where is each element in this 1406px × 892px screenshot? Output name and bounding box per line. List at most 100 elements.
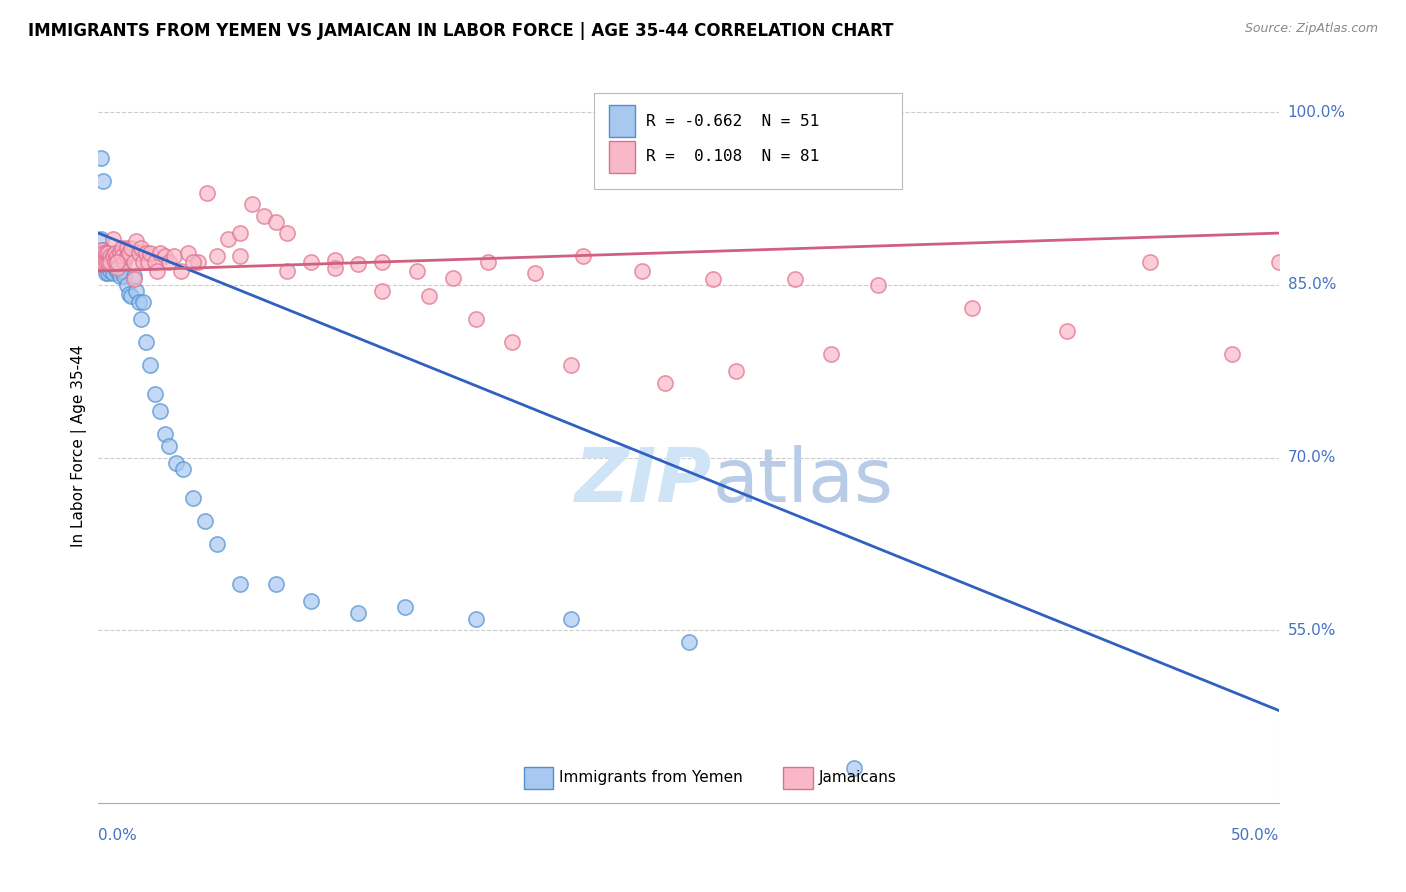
Point — [146, 264, 169, 278]
Point — [229, 577, 252, 591]
Point — [654, 376, 676, 390]
Point — [104, 255, 127, 269]
Point — [153, 249, 176, 263]
Point — [229, 249, 252, 263]
Point — [122, 272, 145, 286]
Point — [91, 245, 114, 260]
Point — [187, 255, 209, 269]
Point — [91, 244, 114, 258]
Point — [678, 634, 700, 648]
Point — [253, 209, 276, 223]
Text: Source: ZipAtlas.com: Source: ZipAtlas.com — [1244, 22, 1378, 36]
Point — [136, 255, 159, 269]
Point — [866, 277, 889, 292]
Text: atlas: atlas — [713, 445, 894, 518]
Point — [177, 245, 200, 260]
Point — [630, 264, 652, 278]
Point — [501, 335, 523, 350]
Point — [132, 255, 155, 269]
Bar — [609, 105, 634, 137]
Text: IMMIGRANTS FROM YEMEN VS JAMAICAN IN LABOR FORCE | AGE 35-44 CORRELATION CHART: IMMIGRANTS FROM YEMEN VS JAMAICAN IN LAB… — [28, 22, 894, 40]
Point — [725, 364, 748, 378]
Point — [205, 537, 228, 551]
Point — [571, 249, 593, 263]
Point — [104, 245, 127, 260]
Text: 55.0%: 55.0% — [1288, 623, 1336, 638]
Point — [276, 264, 298, 278]
Point — [217, 232, 239, 246]
Point — [90, 244, 112, 258]
Point — [105, 252, 128, 267]
Point — [98, 255, 121, 269]
Point — [465, 312, 488, 326]
Point — [91, 174, 114, 188]
Text: ZIP: ZIP — [575, 445, 713, 518]
Point — [143, 387, 166, 401]
Point — [139, 245, 162, 260]
Point — [157, 255, 180, 269]
Text: 85.0%: 85.0% — [1288, 277, 1336, 293]
Point — [111, 241, 134, 255]
Text: R =  0.108  N = 81: R = 0.108 N = 81 — [647, 150, 820, 164]
Point — [121, 241, 143, 255]
Point — [406, 264, 429, 278]
Point — [560, 359, 582, 373]
Point — [418, 289, 440, 303]
Point — [264, 577, 287, 591]
Point — [205, 249, 228, 263]
Point — [97, 255, 120, 269]
Point — [323, 252, 346, 267]
Point — [194, 514, 217, 528]
Point — [122, 255, 145, 269]
Point — [129, 241, 152, 255]
Point — [524, 266, 547, 280]
Point — [112, 255, 135, 269]
Point — [149, 245, 172, 260]
Point — [94, 255, 117, 269]
Point — [323, 260, 346, 275]
Point — [394, 600, 416, 615]
Point — [98, 255, 121, 269]
Point — [195, 186, 218, 200]
Y-axis label: In Labor Force | Age 35-44: In Labor Force | Age 35-44 — [72, 345, 87, 547]
Text: 50.0%: 50.0% — [1232, 828, 1279, 843]
Point — [172, 462, 194, 476]
Point — [135, 335, 157, 350]
Point — [962, 301, 984, 315]
Point — [181, 255, 204, 269]
Point — [98, 264, 121, 278]
Point — [264, 214, 287, 228]
Point — [441, 271, 464, 285]
Point — [181, 491, 204, 505]
Text: R = -0.662  N = 51: R = -0.662 N = 51 — [647, 114, 820, 128]
Point — [112, 268, 135, 283]
Text: 70.0%: 70.0% — [1288, 450, 1336, 465]
Point — [165, 456, 187, 470]
Point — [105, 255, 128, 269]
Text: 0.0%: 0.0% — [98, 828, 138, 843]
Point — [149, 404, 172, 418]
Point — [111, 249, 134, 263]
Point — [108, 245, 131, 260]
Bar — [609, 141, 634, 173]
Point — [299, 594, 322, 608]
Point — [1139, 255, 1161, 269]
Point — [1056, 324, 1078, 338]
Point — [129, 312, 152, 326]
Point — [128, 295, 150, 310]
Point — [111, 264, 134, 278]
Point — [132, 295, 155, 310]
Point — [94, 249, 117, 263]
Point — [90, 232, 112, 246]
Point — [97, 245, 120, 260]
Point — [118, 287, 141, 301]
Point — [91, 255, 114, 269]
Point — [101, 266, 124, 280]
Point — [170, 264, 193, 278]
Point — [702, 272, 724, 286]
Point — [94, 255, 117, 269]
Point — [240, 197, 263, 211]
Point — [820, 347, 842, 361]
Point — [94, 266, 117, 280]
Point — [105, 249, 128, 263]
